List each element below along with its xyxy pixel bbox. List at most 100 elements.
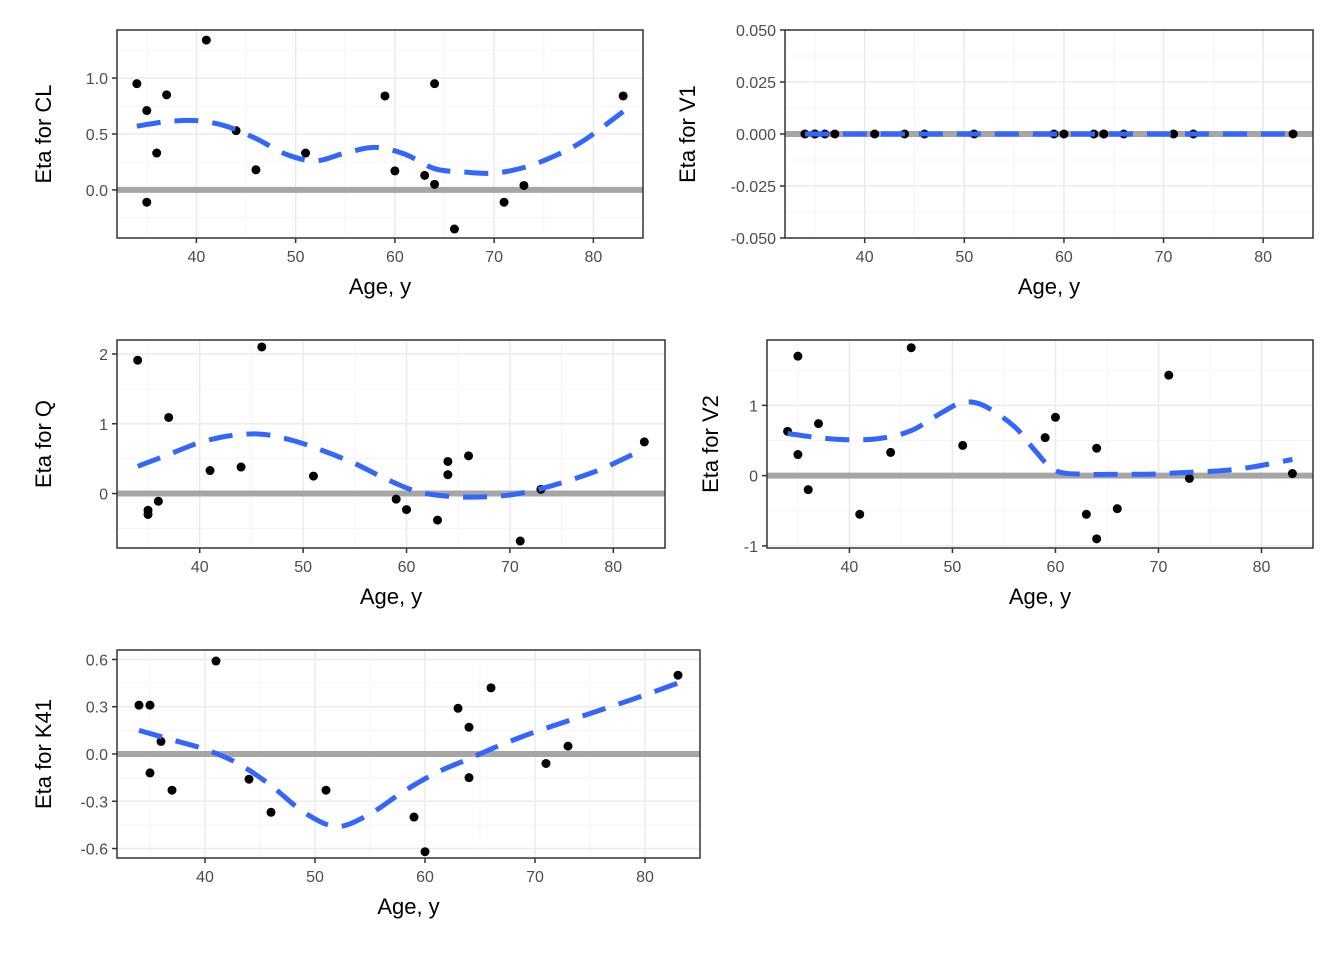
data-point (145, 768, 155, 778)
y-axis-title: Eta for K41 (31, 699, 56, 809)
data-point (486, 683, 496, 693)
y-tick-label: 1.0 (86, 71, 108, 88)
data-point (673, 670, 683, 680)
x-tick-label: 80 (636, 869, 654, 886)
data-point (211, 656, 221, 666)
data-point (1112, 504, 1122, 514)
data-point (1184, 473, 1194, 483)
data-point (162, 90, 172, 100)
x-tick-label: 50 (944, 559, 962, 576)
data-point (1169, 129, 1179, 139)
smooth-trend-line (136, 109, 625, 176)
data-point (380, 91, 390, 101)
data-point (308, 471, 318, 481)
data-point (153, 496, 163, 506)
data-point (1059, 129, 1069, 139)
data-point (1288, 129, 1298, 139)
chart-panel-1: 40 50 60 70 80 0.0 0.5 1.0 Age, y Eta for CL (31, 29, 644, 299)
x-axis-title: Age, y (1018, 274, 1080, 299)
data-point (1050, 412, 1060, 422)
y-tick-label: -0.025 (731, 179, 776, 196)
x-tick-label: 40 (841, 559, 859, 576)
x-tick-label: 40 (191, 559, 209, 576)
x-tick-label: 80 (1253, 559, 1271, 576)
data-point (164, 412, 174, 422)
data-point (321, 785, 331, 795)
y-tick-label: 1 (99, 417, 108, 434)
data-point (301, 148, 311, 158)
x-axis-title: Age, y (349, 274, 411, 299)
y-tick-label: 0.5 (86, 127, 108, 144)
data-point (430, 79, 440, 89)
y-tick-label: 0.6 (86, 652, 108, 669)
y-tick-label: 0.3 (86, 700, 108, 717)
y-tick-label: 0.050 (736, 23, 776, 40)
data-point (639, 437, 649, 447)
chart-panel-3: 40 50 60 70 80 0 1 2 Age, y Eta for Q (31, 339, 666, 609)
x-tick-label: 70 (1155, 249, 1173, 266)
data-point (409, 812, 419, 822)
data-point (1092, 534, 1102, 544)
x-tick-label: 50 (287, 249, 305, 266)
data-point (134, 700, 144, 710)
data-point (1099, 129, 1109, 139)
data-point (266, 807, 276, 817)
data-point (464, 722, 474, 732)
data-point (563, 741, 573, 751)
x-tick-label: 80 (1254, 249, 1272, 266)
data-point (132, 79, 142, 89)
data-point (430, 179, 440, 189)
data-point (443, 456, 453, 466)
y-tick-label: 0.0 (86, 183, 108, 200)
y-axis-title: Eta for Q (31, 400, 56, 488)
chart-panel-2: 40 50 60 70 80 -0.050 -0.025 0.000 0.025 0.050 Age… (675, 23, 1314, 299)
data-point (1081, 509, 1091, 519)
data-point (830, 129, 840, 139)
data-point (1040, 433, 1050, 443)
data-point (443, 470, 453, 480)
data-point (793, 450, 803, 460)
data-point (167, 785, 177, 795)
x-tick-label: 70 (1150, 559, 1168, 576)
x-tick-label: 40 (856, 249, 874, 266)
y-tick-label: -1 (744, 539, 758, 556)
x-tick-label: 70 (526, 869, 544, 886)
data-point (803, 485, 813, 495)
x-tick-label: 70 (501, 559, 519, 576)
x-axis-title: Age, y (360, 584, 422, 609)
panel-border (766, 339, 1314, 549)
y-tick-label: 0 (749, 469, 758, 486)
data-point (205, 466, 215, 476)
data-point (133, 355, 143, 365)
data-point (391, 494, 401, 504)
data-point (143, 509, 153, 519)
data-point (464, 773, 474, 783)
data-point (145, 700, 155, 710)
panel-border (116, 339, 666, 549)
data-point (251, 165, 261, 175)
y-tick-label: 1 (749, 398, 758, 415)
data-point (814, 419, 824, 429)
x-axis-title: Age, y (1009, 584, 1071, 609)
chart-panel-5: 40 50 60 70 80 -0.6 -0.3 0.0 0.3 0.6 Age, y Eta for… (31, 649, 701, 919)
data-point (244, 774, 254, 784)
x-tick-label: 70 (485, 249, 503, 266)
x-tick-label: 60 (1047, 559, 1065, 576)
x-axis-title: Age, y (377, 894, 439, 919)
smooth-trend-line (136, 431, 646, 500)
data-point (390, 166, 400, 176)
data-point (793, 351, 803, 361)
y-tick-label: 0.025 (736, 75, 776, 92)
data-point (1092, 443, 1102, 453)
data-point (420, 170, 430, 180)
data-point (519, 180, 529, 190)
data-point (1164, 370, 1174, 380)
x-tick-label: 60 (1055, 249, 1073, 266)
data-point (453, 703, 463, 713)
data-point (236, 462, 246, 472)
x-tick-label: 50 (306, 869, 324, 886)
data-point (515, 536, 525, 546)
data-point (420, 847, 430, 857)
x-tick-label: 40 (196, 869, 214, 886)
